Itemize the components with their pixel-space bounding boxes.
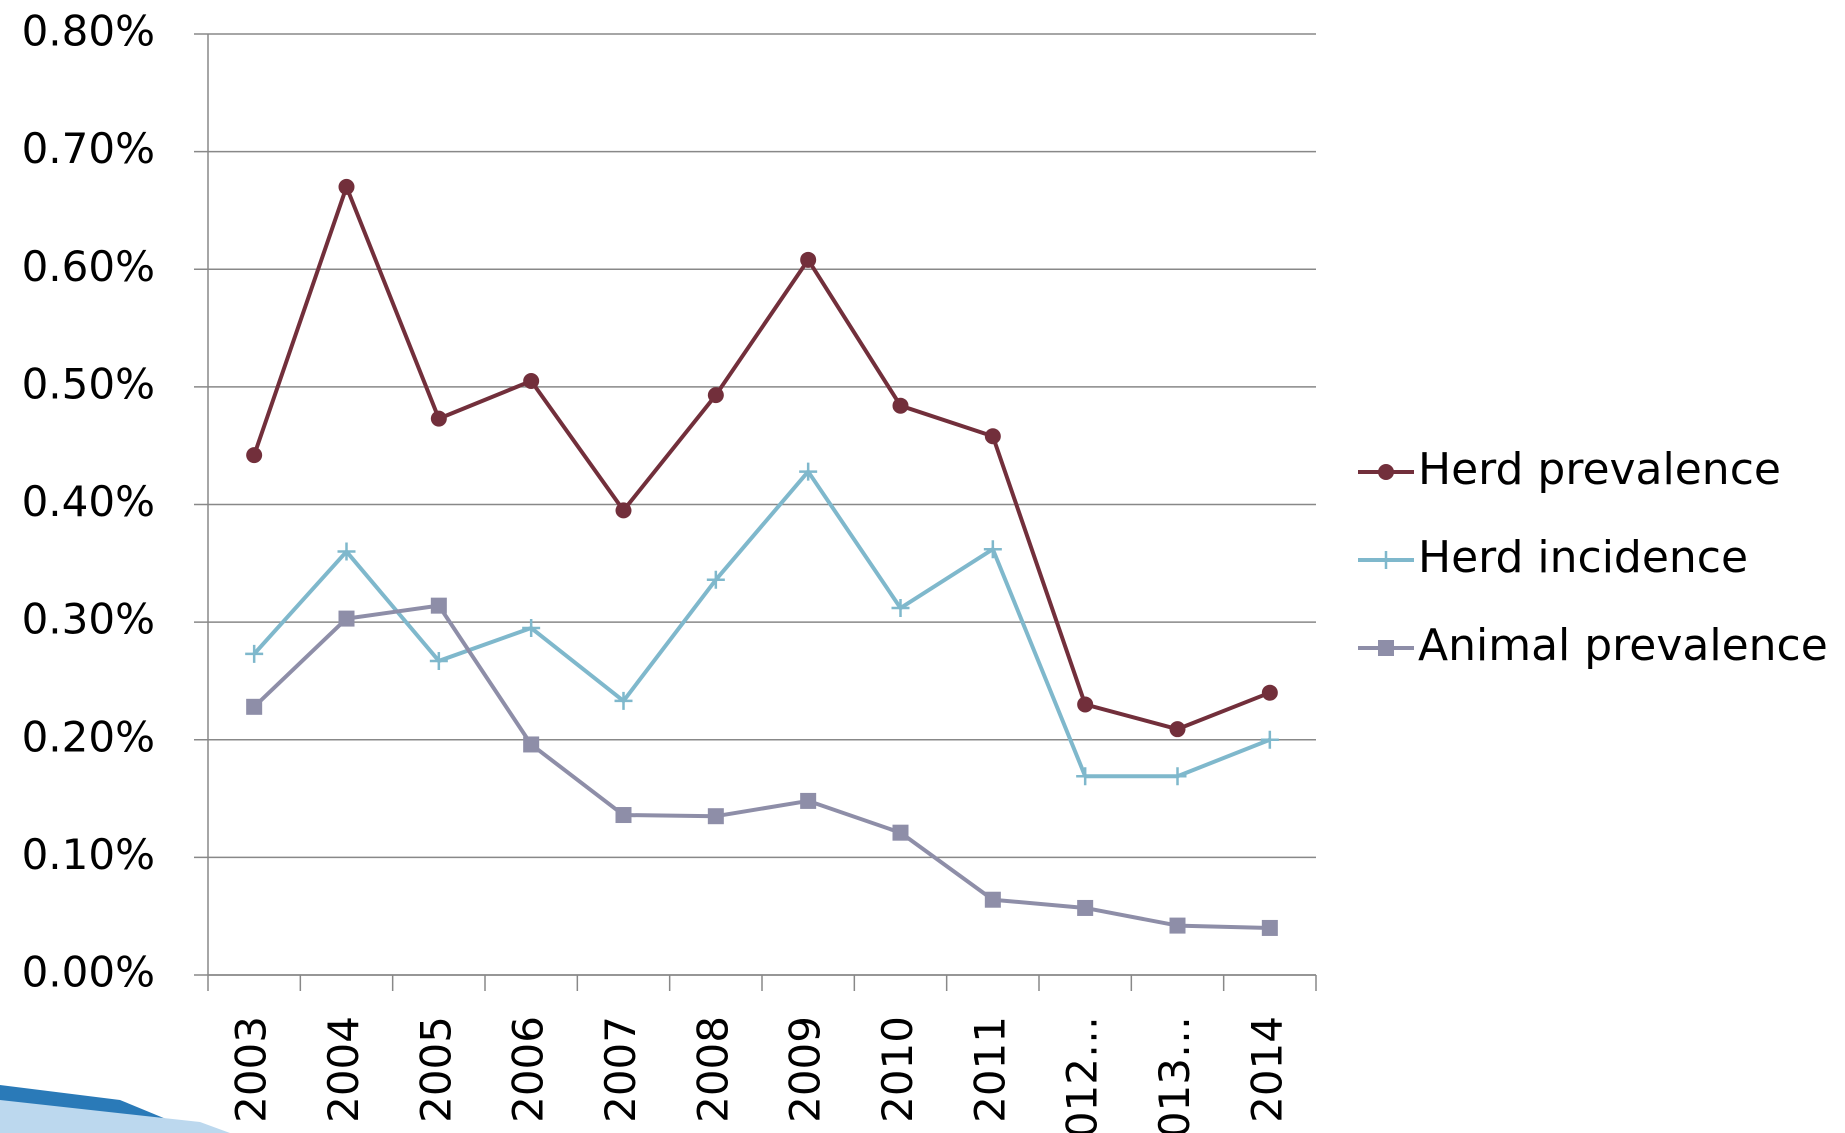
point-marker [1077, 696, 1094, 713]
point-marker [245, 644, 264, 663]
legend-label: Animal prevalence [1418, 620, 1828, 671]
point-marker [1077, 899, 1094, 916]
x-tick-label: 2006 [504, 1016, 553, 1123]
point-marker [800, 792, 817, 809]
point-marker [614, 691, 633, 710]
point-marker [523, 372, 540, 389]
y-tick-label: 0.80% [22, 7, 155, 56]
point-marker [1169, 721, 1186, 738]
point-marker [892, 397, 909, 414]
point-marker [707, 387, 724, 404]
point-marker [1076, 767, 1095, 786]
point-marker [338, 178, 355, 195]
y-tick-label: 0.70% [22, 124, 155, 173]
series-line [252, 469, 1271, 779]
legend-label: Herd prevalence [1418, 444, 1781, 495]
point-marker [800, 251, 817, 268]
x-tick-label: 2009 [781, 1016, 830, 1123]
series-line [252, 603, 1270, 930]
point-marker [1261, 684, 1278, 701]
y-tick-label: 0.30% [22, 595, 155, 644]
point-marker [706, 570, 725, 589]
point-marker [430, 410, 447, 427]
y-tick-label: 0.20% [22, 712, 155, 761]
x-tick-label: 2010 [873, 1016, 922, 1123]
point-marker [246, 698, 263, 715]
point-marker [984, 891, 1001, 908]
legend-marker [1377, 551, 1395, 569]
x-tick-label: 2013… [1150, 1016, 1199, 1133]
point-marker [615, 502, 632, 519]
y-tick-label: 0.60% [22, 242, 155, 291]
series-line [252, 184, 1271, 732]
x-tick-label: 2005 [411, 1016, 460, 1123]
y-tick-label: 0.00% [22, 948, 155, 997]
y-tick-label: 0.40% [22, 477, 155, 526]
x-tick-label: 2008 [688, 1016, 737, 1123]
x-tick-label: 2004 [319, 1016, 368, 1123]
x-tick-label: 2012… [1058, 1016, 1107, 1133]
x-tick-label: 2011 [965, 1016, 1014, 1123]
legend-marker [1378, 464, 1394, 480]
legend-marker [1378, 640, 1394, 656]
point-marker [246, 447, 263, 464]
point-marker [615, 807, 632, 824]
point-marker [1260, 730, 1279, 749]
point-marker [1169, 917, 1186, 934]
x-tick-label: 2003 [227, 1016, 276, 1123]
point-marker [891, 599, 910, 618]
x-tick-label: 2007 [596, 1016, 645, 1123]
point-marker [707, 808, 724, 825]
point-marker [892, 824, 909, 841]
point-marker [523, 736, 540, 753]
point-marker [1168, 767, 1187, 786]
point-marker [429, 651, 448, 670]
x-tick-label: 2014 [1242, 1016, 1291, 1123]
point-marker [1261, 919, 1278, 936]
point-marker [338, 610, 355, 627]
point-marker [799, 462, 818, 481]
y-tick-label: 0.50% [22, 359, 155, 408]
point-marker [983, 540, 1002, 559]
point-marker [337, 542, 356, 561]
decor-swoosh-light [0, 1100, 230, 1133]
point-marker [522, 619, 541, 638]
y-tick-label: 0.10% [22, 830, 155, 879]
point-marker [430, 597, 447, 614]
legend-label: Herd incidence [1418, 532, 1748, 583]
point-marker [984, 428, 1001, 445]
